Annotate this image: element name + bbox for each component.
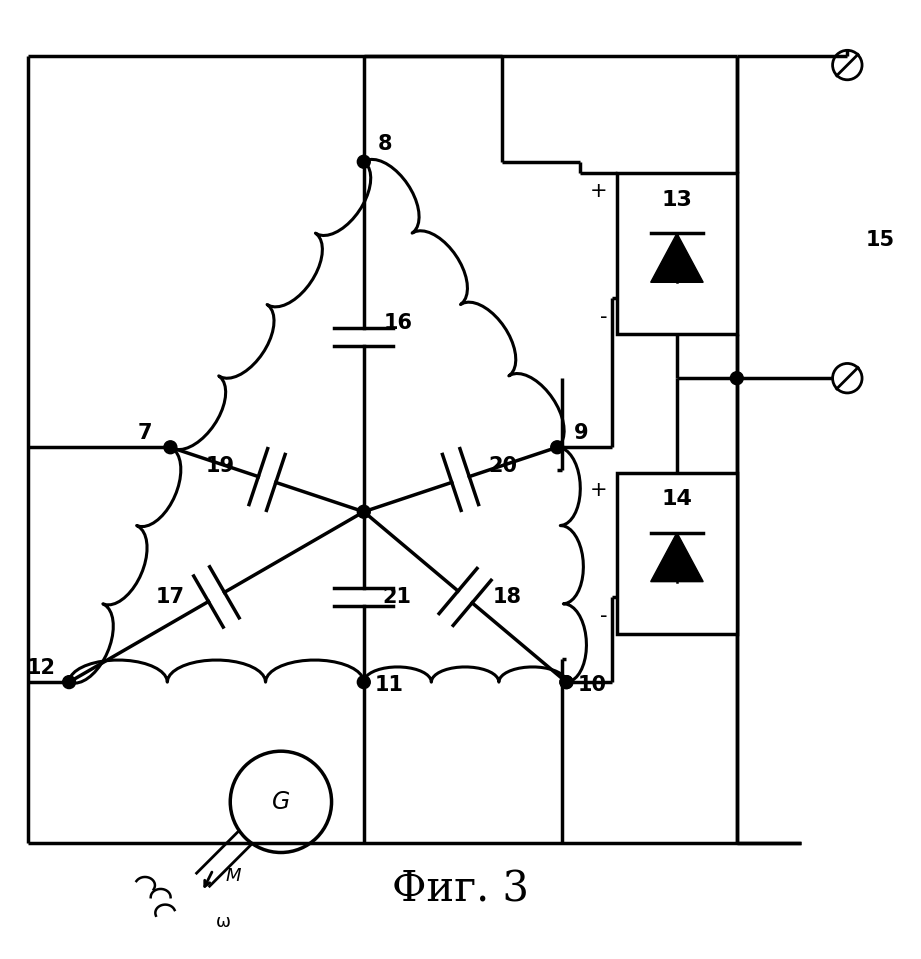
Text: 21: 21 — [382, 587, 411, 607]
Circle shape — [560, 676, 573, 689]
Text: 11: 11 — [375, 675, 403, 694]
Text: +: + — [590, 180, 608, 200]
Circle shape — [164, 441, 177, 454]
Text: 8: 8 — [378, 134, 392, 154]
Text: 10: 10 — [577, 675, 606, 694]
Circle shape — [560, 676, 573, 689]
Text: ω: ω — [216, 913, 231, 931]
Text: -: - — [600, 307, 608, 327]
Circle shape — [357, 505, 370, 518]
Text: Фиг. 3: Фиг. 3 — [392, 869, 529, 910]
Bar — [617, 473, 737, 634]
Text: 13: 13 — [661, 190, 693, 210]
Text: 15: 15 — [866, 230, 895, 250]
Text: 16: 16 — [384, 313, 413, 333]
Text: 20: 20 — [488, 456, 517, 476]
Circle shape — [357, 676, 370, 689]
Circle shape — [551, 441, 564, 454]
Text: G: G — [272, 790, 290, 814]
Text: 18: 18 — [493, 587, 521, 607]
Text: 19: 19 — [205, 456, 235, 476]
Text: 9: 9 — [574, 423, 589, 443]
Circle shape — [357, 155, 370, 168]
Text: +: + — [590, 480, 608, 500]
Bar — [617, 174, 737, 335]
Text: M: M — [225, 867, 240, 885]
Text: -: - — [600, 606, 608, 626]
Text: 14: 14 — [661, 489, 693, 509]
Text: 7: 7 — [137, 423, 152, 443]
Polygon shape — [650, 532, 704, 582]
Text: 12: 12 — [27, 658, 55, 677]
Circle shape — [730, 372, 743, 385]
Circle shape — [63, 676, 76, 689]
Polygon shape — [650, 233, 704, 282]
Text: 17: 17 — [156, 587, 184, 607]
